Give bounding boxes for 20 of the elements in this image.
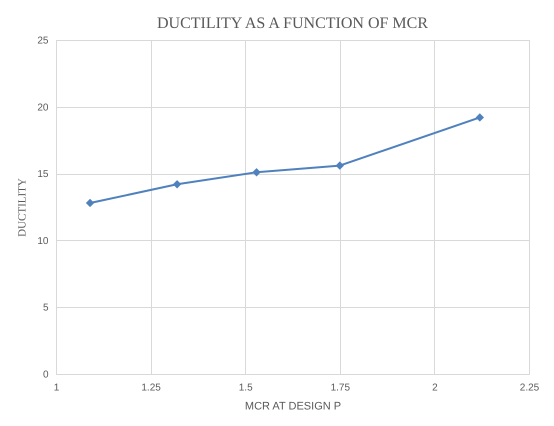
point xyxy=(476,113,484,122)
x-tick-label: 2 xyxy=(432,382,438,394)
point xyxy=(252,168,261,176)
point xyxy=(336,161,344,170)
x-axis-title: MCR AT DESIGN P xyxy=(244,400,342,412)
point xyxy=(172,180,182,188)
y-tick-label: 15 xyxy=(37,169,49,180)
x-tick-label: 1 xyxy=(54,382,60,394)
y-axis-title: DUCTILITY xyxy=(16,178,28,237)
x-tick-label: 2.25 xyxy=(520,382,540,394)
y-tick-label: 5 xyxy=(42,302,49,314)
y-tick-label: 10 xyxy=(37,236,49,247)
x-tick-label: 1.75 xyxy=(330,382,350,394)
y-tick-label: 25 xyxy=(37,36,49,46)
y-tick-label: 20 xyxy=(37,102,49,114)
point xyxy=(86,198,94,208)
x-tick-label: 1.25 xyxy=(141,382,162,394)
x-tick-label: 1.5 xyxy=(238,382,254,394)
chart-title: DUCTILITY AS A FUNCTION OF MCR xyxy=(157,15,428,32)
y-tick-label: 0 xyxy=(42,370,49,380)
